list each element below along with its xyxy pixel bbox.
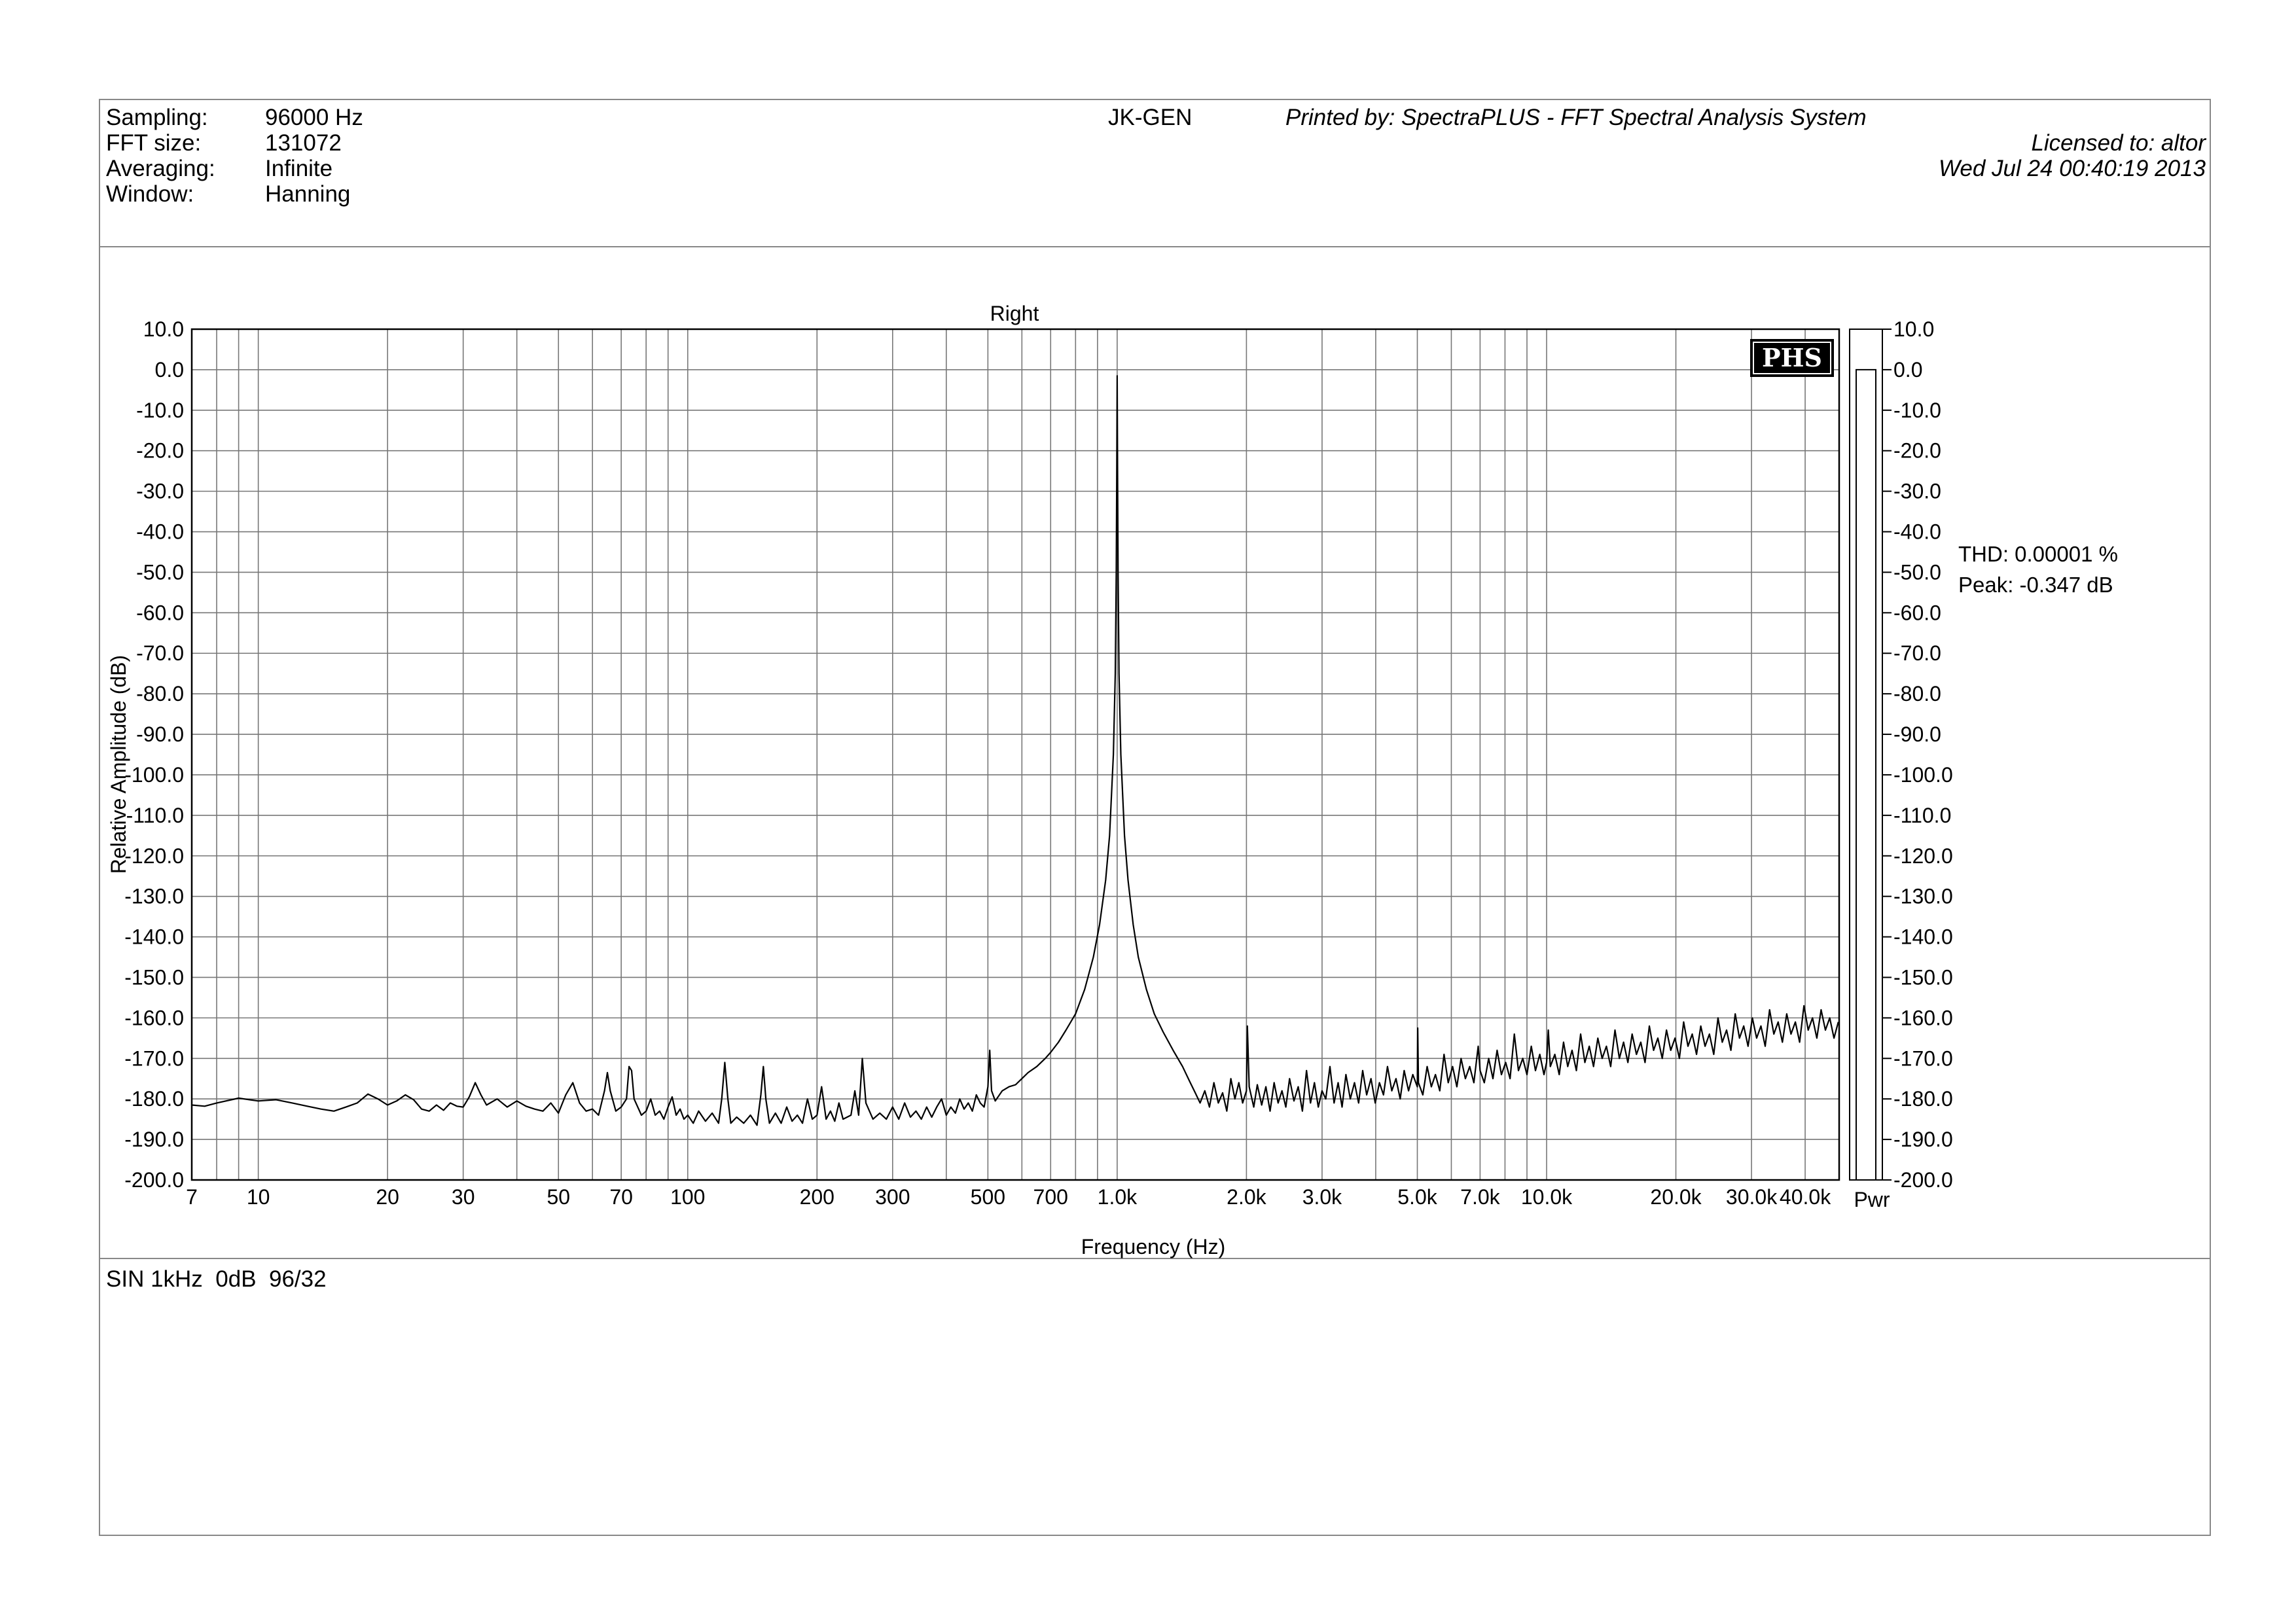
chart-panel <box>99 246 2211 1259</box>
sampling-value: 96000 Hz <box>265 105 363 130</box>
sampling-label: Sampling: <box>106 105 208 130</box>
window-value: Hanning <box>265 181 351 207</box>
notes-panel <box>99 1258 2211 1536</box>
header-panel <box>99 99 2211 247</box>
window-label: Window: <box>106 181 194 207</box>
device-name: JK-GEN <box>1108 105 1193 130</box>
timestamp: Wed Jul 24 00:40:19 2013 <box>1938 156 2206 181</box>
averaging-value: Infinite <box>265 156 333 181</box>
fft-size-label: FFT size: <box>106 130 202 156</box>
printed-by: Printed by: SpectraPLUS - FFT Spectral A… <box>1285 105 1867 130</box>
notes-text: SIN 1kHz 0dB 96/32 <box>106 1266 327 1292</box>
licensed-to: Licensed to: altor <box>2031 130 2206 156</box>
fft-size-value: 131072 <box>265 130 342 156</box>
averaging-label: Averaging: <box>106 156 215 181</box>
